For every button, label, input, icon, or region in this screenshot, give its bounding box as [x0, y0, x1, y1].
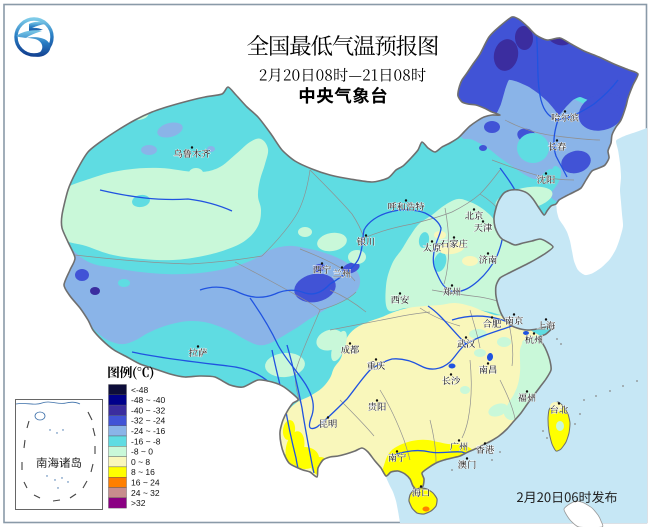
svg-text:-32 ~ -24: -32 ~ -24	[131, 416, 166, 426]
svg-text:-16 ~ -8: -16 ~ -8	[131, 436, 161, 446]
svg-text:<-48: <-48	[131, 385, 149, 395]
svg-text:>32: >32	[131, 498, 146, 508]
svg-text:0 ~ 8: 0 ~ 8	[131, 457, 150, 467]
svg-text:-48 ~ -40: -48 ~ -40	[131, 395, 166, 405]
svg-text:8 ~ 16: 8 ~ 16	[131, 467, 155, 477]
svg-text:-8 ~ 0: -8 ~ 0	[131, 447, 153, 457]
svg-text:24 ~ 32: 24 ~ 32	[131, 488, 160, 498]
svg-text:-40 ~ -32: -40 ~ -32	[131, 405, 166, 415]
svg-text:-24 ~ -16: -24 ~ -16	[131, 426, 166, 436]
svg-text:16 ~ 24: 16 ~ 24	[131, 478, 160, 488]
